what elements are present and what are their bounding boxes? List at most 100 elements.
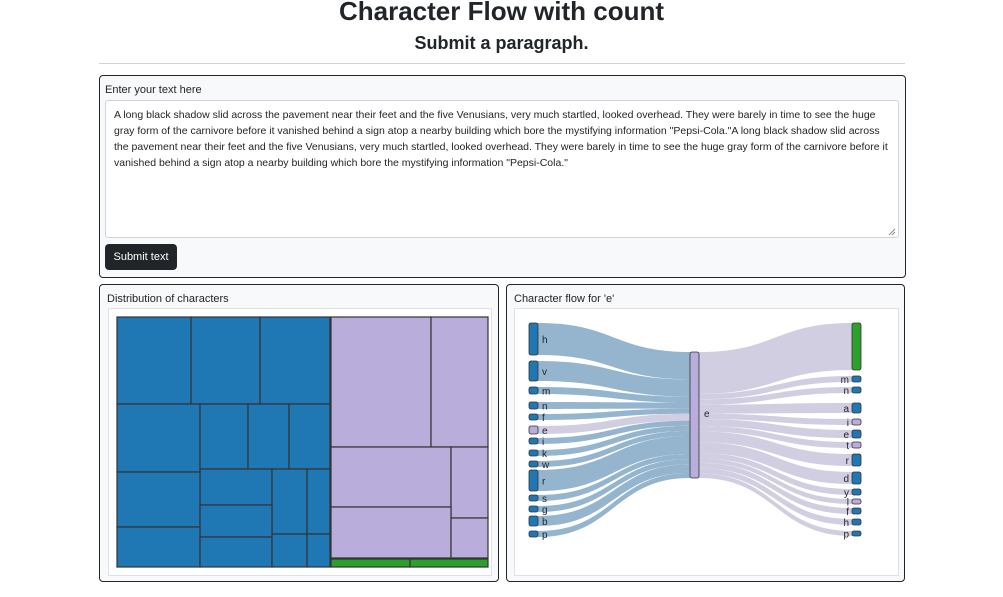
sankey-label-center: e [704,409,710,420]
treemap-cell-blue-8 [271,468,308,535]
treemap-cell-blue-7 [199,468,273,506]
treemap-cell-purple-1 [430,316,489,448]
sankey-link-in-s [538,454,690,501]
treemap-cell-purple-2 [330,446,452,508]
sankey-label-left-f: f [542,413,545,424]
sankey-link-out-5 [699,419,852,438]
sankey-node-left-i[interactable] [528,437,539,445]
treemap-plot-area [108,308,492,576]
treemap-cell-blue-3 [116,403,201,473]
treemap-cell-purple-5 [450,517,489,559]
sankey-node-right-12[interactable] [851,518,862,526]
sankey-link-in-m [538,387,690,403]
sankey-label-left-b: b [542,517,548,528]
sankey-link-out-10 [699,458,852,504]
sankey-node-right-13[interactable] [851,530,862,537]
sankey-node-left-b[interactable] [528,515,539,527]
sankey-label-right-r: r [846,456,850,467]
sankey-label-right-l: l [847,498,849,509]
sankey-node-right-2[interactable] [851,386,862,394]
sankey-node-left-h[interactable] [528,322,539,356]
page-title: Character Flow with count [338,0,665,26]
sankey-link-out-4 [699,413,852,425]
treemap-cell-green-1 [409,558,489,568]
sankey-link-out-1 [699,376,852,400]
treemap-cell-blue-9 [306,468,331,535]
sankey-label-right-d: d [843,474,849,485]
resize-grip-icon[interactable] [888,228,896,236]
character-treemap [116,316,489,568]
treemap-cell-blue-15 [306,533,331,568]
sankey-node-right-8[interactable] [851,471,862,485]
sankey-node-right-7[interactable] [851,453,862,467]
sankey-link-out-6 [699,426,852,448]
sankey-link-in-n [538,402,690,409]
sankey-link-out-12 [699,468,852,525]
sankey-label-left-p: p [542,530,548,541]
treemap-label: Distribution of characters [107,293,229,305]
sankey-node-left-s[interactable] [528,494,539,502]
sankey-label-right-p: p [843,530,849,541]
sankey-node-left-v[interactable] [528,360,539,382]
treemap-cell-blue-12 [116,526,201,568]
treemap-cell-blue-2 [259,316,331,405]
sankey-node-left-n[interactable] [528,401,539,410]
sankey-node-center[interactable] [689,351,700,479]
sankey-node-left-m[interactable] [528,386,539,395]
sankey-node-left-g[interactable] [528,505,539,513]
sankey-label-left-g: g [542,505,548,516]
sankey-link-in-g [538,459,690,512]
sankey-label: Character flow for 'e' [514,293,615,305]
sankey-label-left-s: s [542,494,547,505]
sankey-node-left-p[interactable] [528,530,539,538]
sankey-node-right-0[interactable] [851,322,862,371]
sankey-node-right-11[interactable] [851,507,862,515]
sankey-label-left-e: e [542,426,548,437]
sankey-node-right-6[interactable] [851,441,862,449]
sankey-link-in-r [538,436,690,491]
sankey-label-left-v: v [542,367,547,378]
sankey-link-in-f [538,408,690,420]
sankey-label-right-y: y [844,488,849,499]
treemap-cell-blue-13 [199,536,273,568]
sankey-label-right-t: t [846,441,849,452]
sankey-label-left-m: m [542,387,550,398]
sankey-node-left-w[interactable] [528,460,539,468]
sankey-label-right-i: i [847,418,849,429]
sankey-node-left-k[interactable] [528,449,539,457]
submit-text-button[interactable]: Submit text [105,244,177,270]
text-input-label: Enter your text here [105,84,202,96]
sankey-node-right-10[interactable] [851,498,862,505]
sankey-node-right-5[interactable] [851,429,862,439]
sankey-link-in-e [538,413,690,434]
sankey-label-left-w: w [541,460,550,471]
sankey-node-right-9[interactable] [851,488,862,496]
sankey-node-left-f[interactable] [528,413,539,421]
sankey-label-left-n: n [542,402,548,413]
sankey-node-right-1[interactable] [851,375,862,383]
sankey-link-out-7 [699,431,852,466]
sankey-link-in-w [538,430,690,467]
treemap-cell-blue-5 [247,403,290,470]
sankey-link-out-13 [699,473,852,536]
sankey-label-right-h: h [843,518,849,529]
sankey-link-in-b [538,464,690,526]
paragraph-textarea[interactable]: A long black shadow slid across the pave… [105,100,899,238]
sankey-link-out-11 [699,462,852,514]
sankey-label-right-n: n [843,386,849,397]
sankey-link-in-i [538,420,690,444]
sankey-label-right-m: m [841,375,849,386]
header-divider [99,63,905,64]
sankey-node-left-r[interactable] [528,469,539,492]
sankey-node-right-4[interactable] [851,418,862,426]
sankey-label-left-h: h [542,335,548,346]
sankey-link-out-8 [699,442,852,484]
treemap-cell-blue-1 [190,316,261,405]
sankey-node-right-3[interactable] [851,402,862,414]
sankey-label-left-r: r [542,477,546,488]
sankey-link-out-0 [699,323,852,394]
sankey-node-left-e[interactable] [528,425,539,435]
sankey-label-left-k: k [542,449,548,460]
